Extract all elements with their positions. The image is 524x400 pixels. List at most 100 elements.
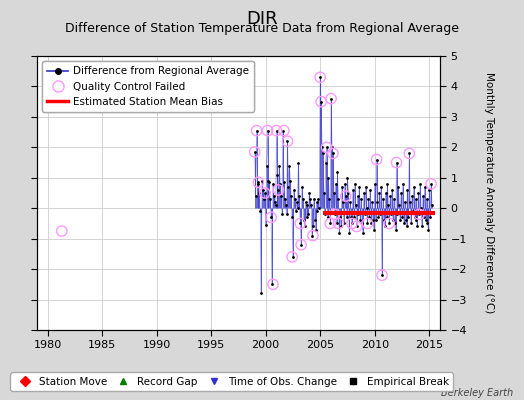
Point	[427, 181, 435, 187]
Point	[396, 217, 405, 224]
Point	[254, 179, 263, 186]
Point	[345, 229, 354, 236]
Point	[347, 214, 355, 220]
Point	[378, 272, 386, 278]
Point	[354, 211, 363, 218]
Point	[422, 196, 431, 202]
Point	[252, 193, 260, 199]
Point	[426, 214, 434, 220]
Point	[331, 211, 339, 218]
Point	[373, 156, 381, 163]
Point	[416, 181, 424, 187]
Point	[268, 281, 276, 288]
Point	[332, 220, 341, 227]
Point	[355, 184, 364, 190]
Point	[366, 187, 374, 193]
Point	[280, 196, 289, 202]
Point	[391, 226, 400, 233]
Point	[338, 184, 346, 190]
Point	[369, 226, 378, 233]
Point	[353, 193, 362, 199]
Point	[361, 211, 369, 218]
Point	[294, 159, 302, 166]
Point	[255, 190, 264, 196]
Point	[346, 199, 354, 205]
Point	[348, 220, 356, 227]
Point	[420, 184, 429, 190]
Point	[266, 196, 275, 202]
Point	[337, 223, 345, 230]
Point	[400, 220, 408, 227]
Point	[326, 220, 334, 227]
Point	[411, 196, 420, 202]
Point	[253, 127, 261, 134]
Point	[343, 174, 352, 181]
Point	[359, 229, 367, 236]
Text: Berkeley Earth: Berkeley Earth	[441, 388, 514, 398]
Point	[263, 162, 271, 169]
Point	[383, 214, 391, 220]
Point	[289, 254, 297, 260]
Point	[256, 208, 265, 214]
Point	[272, 127, 281, 134]
Point	[417, 205, 425, 212]
Point	[341, 181, 349, 187]
Point	[405, 150, 413, 157]
Point	[308, 232, 316, 239]
Point	[327, 96, 335, 102]
Point	[415, 211, 423, 218]
Point	[309, 232, 317, 239]
Point	[314, 196, 323, 202]
Point	[333, 168, 342, 175]
Point	[274, 172, 282, 178]
Point	[321, 159, 330, 166]
Point	[297, 242, 305, 248]
Point	[257, 290, 265, 297]
Point	[281, 202, 290, 208]
Point	[301, 199, 310, 205]
Point	[326, 220, 334, 227]
Point	[358, 220, 366, 227]
Point	[253, 127, 261, 134]
Point	[395, 202, 403, 208]
Point	[282, 211, 291, 218]
Point	[378, 272, 386, 278]
Point	[296, 220, 304, 227]
Point	[312, 199, 321, 205]
Point	[372, 217, 380, 224]
Point	[313, 208, 322, 214]
Point	[386, 193, 395, 199]
Text: DIR: DIR	[246, 10, 278, 28]
Point	[304, 211, 313, 218]
Point	[384, 202, 392, 208]
Point	[385, 220, 394, 227]
Point	[331, 211, 339, 218]
Point	[267, 214, 275, 220]
Point	[288, 254, 296, 260]
Point	[260, 190, 269, 196]
Point	[274, 187, 282, 193]
Point	[292, 199, 301, 205]
Point	[407, 220, 415, 227]
Point	[321, 211, 329, 218]
Point	[324, 174, 333, 181]
Point	[319, 150, 327, 157]
Point	[295, 193, 303, 199]
Point	[334, 196, 343, 202]
Point	[317, 98, 325, 105]
Point	[387, 211, 395, 218]
Point	[373, 156, 381, 163]
Point	[327, 96, 335, 102]
Point	[362, 184, 370, 190]
Point	[264, 127, 272, 134]
Point	[317, 98, 325, 105]
Point	[352, 223, 361, 230]
Point	[280, 127, 288, 134]
Point	[293, 205, 302, 212]
Point	[283, 138, 292, 144]
Point	[390, 220, 399, 227]
Point	[302, 214, 311, 220]
Point	[363, 220, 372, 227]
Point	[267, 214, 275, 220]
Point	[258, 178, 266, 184]
